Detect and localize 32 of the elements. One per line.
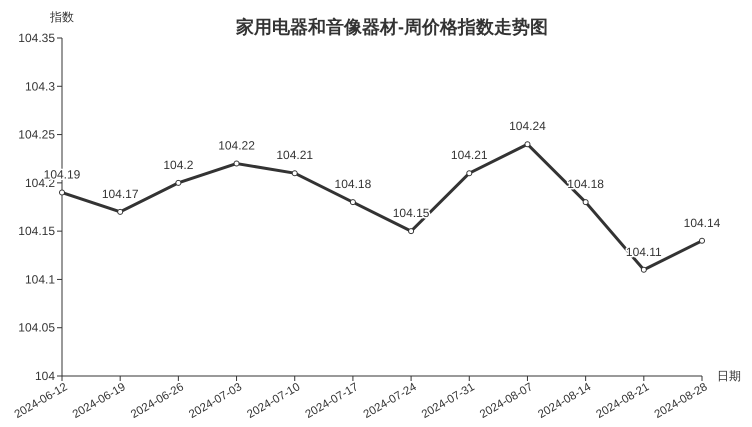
y-tick-label: 104.05: [18, 320, 56, 335]
y-tick-label: 104.3: [24, 79, 56, 94]
point: [582, 199, 589, 206]
y-tick-label: 104.25: [18, 128, 56, 142]
data-label: 104.21: [450, 148, 488, 162]
point: [408, 228, 414, 234]
data-label: 104.15: [392, 206, 430, 220]
data-label: 104.22: [218, 138, 256, 153]
point: [524, 141, 530, 148]
data-label: 104.18: [334, 177, 372, 192]
point: [640, 266, 647, 273]
y-tick-label: 104.1: [24, 272, 56, 286]
y-tick-label: 104: [34, 369, 56, 383]
chart-title: 家用电器和音像器材-周价格指数走势图: [235, 17, 548, 37]
point: [234, 160, 240, 167]
x-axis-title: 日期: [717, 369, 741, 383]
point: [175, 180, 182, 186]
data-label: 104.2: [163, 158, 194, 172]
point: [292, 170, 298, 176]
point: [466, 170, 472, 176]
point: [117, 208, 124, 215]
data-label: 104.17: [102, 186, 139, 201]
y-tick-label: 104.35: [18, 31, 56, 45]
point: [59, 190, 65, 196]
point: [350, 199, 356, 206]
data-label: 104.21: [276, 148, 314, 162]
point: [699, 238, 705, 244]
data-label: 104.18: [567, 177, 604, 192]
y-tick-label: 104.15: [18, 224, 56, 238]
data-label: 104.24: [509, 119, 546, 134]
data-label: 104.14: [684, 216, 721, 230]
y-axis-title: 指数: [49, 10, 74, 24]
